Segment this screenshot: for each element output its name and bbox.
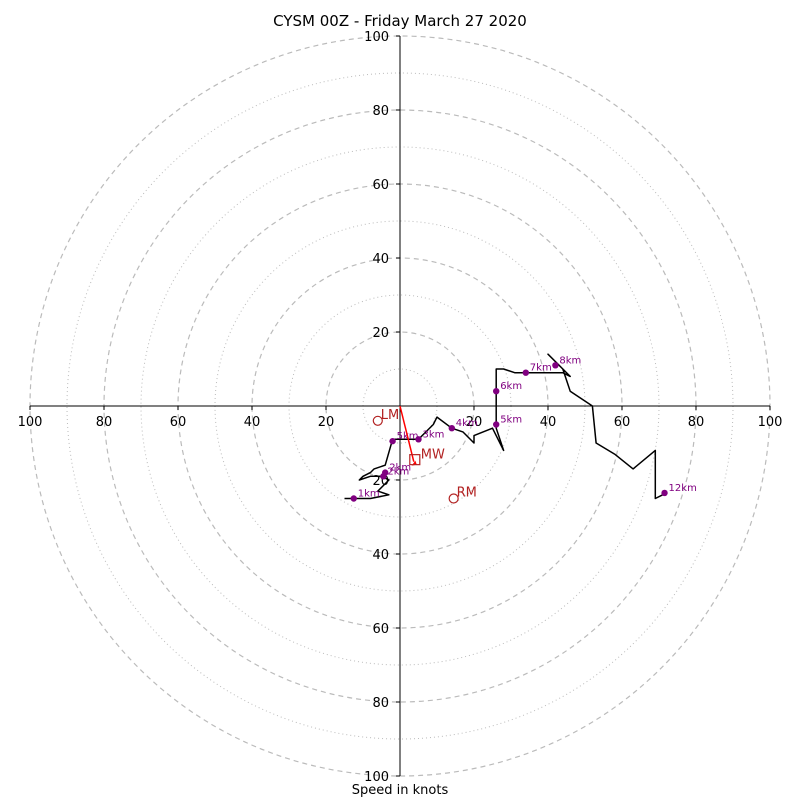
height-marker-point xyxy=(493,421,500,428)
y-tick-label: 40 xyxy=(372,252,389,267)
x-tick-label: 100 xyxy=(18,415,43,430)
x-tick-label: 60 xyxy=(614,415,631,430)
x-tick-label: 20 xyxy=(318,415,335,430)
height-marker-label: 8km xyxy=(559,355,581,366)
height-marker-label: 2km xyxy=(389,463,411,474)
hodograph-trace xyxy=(344,353,667,500)
x-tick-label: 40 xyxy=(540,415,557,430)
height-marker-point xyxy=(350,495,357,502)
height-marker-label: 5km xyxy=(500,415,522,426)
height-marker-label: 2km xyxy=(387,466,409,477)
y-tick-label: 100 xyxy=(364,30,389,45)
height-marker-point xyxy=(552,362,559,369)
height-marker-label: 4km xyxy=(456,418,478,429)
storm-motion-label: LM xyxy=(381,408,399,423)
height-marker-label: 6km xyxy=(500,381,522,392)
y-tick-label: 80 xyxy=(372,696,389,711)
height-marker-label: 3km xyxy=(423,429,445,440)
height-marker-label: 1km xyxy=(358,489,380,500)
height-marker-label: 12km xyxy=(669,483,697,494)
height-marker-point xyxy=(389,437,396,445)
x-tick-label: 20 xyxy=(466,415,483,430)
y-tick-label: 100 xyxy=(364,770,389,785)
x-tick-label: 40 xyxy=(244,415,261,430)
mean-wind-arrow xyxy=(399,405,415,462)
x-tick-label: 80 xyxy=(96,415,113,430)
storm-motion-label: RM xyxy=(457,486,477,501)
y-tick-label: 80 xyxy=(372,104,389,119)
x-tick-label: 80 xyxy=(688,415,705,430)
chart-title: CYSM 00Z - Friday March 27 2020 xyxy=(273,12,527,30)
height-marker-point xyxy=(522,369,529,376)
mean-wind-label: MW xyxy=(421,448,445,463)
x-tick-label: 60 xyxy=(170,415,187,430)
y-tick-label: 60 xyxy=(372,178,389,193)
y-tick-label: 60 xyxy=(372,622,389,637)
height-marker-point xyxy=(448,425,455,432)
y-tick-label: 40 xyxy=(372,548,389,563)
height-marker-point xyxy=(415,436,422,443)
storm-motion-marker xyxy=(448,493,459,504)
mean-wind-marker xyxy=(409,454,421,466)
height-marker-label: 7km xyxy=(530,363,552,374)
x-axis-label: Speed in knots xyxy=(351,783,449,798)
height-marker-point xyxy=(661,489,668,497)
height-marker-point xyxy=(493,388,500,395)
y-tick-label: 20 xyxy=(372,326,389,341)
storm-motion-marker xyxy=(372,415,383,426)
x-tick-label: 100 xyxy=(758,415,783,430)
height-marker-point xyxy=(380,473,387,480)
